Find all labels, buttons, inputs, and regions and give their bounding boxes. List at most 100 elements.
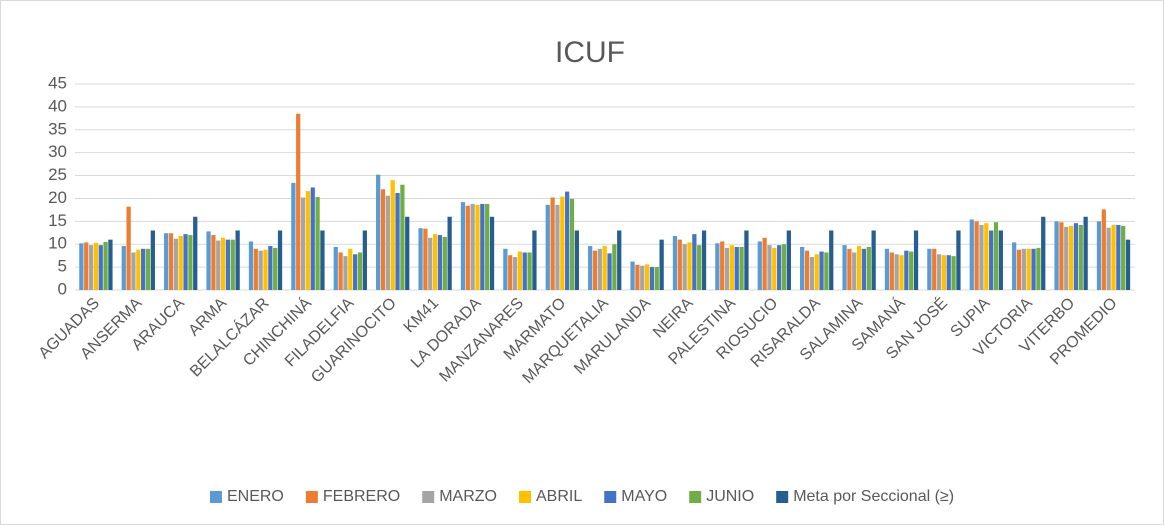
bar: [597, 248, 602, 290]
bar: [235, 230, 240, 290]
bar: [720, 241, 725, 290]
bar: [814, 254, 819, 290]
bar: [343, 256, 348, 290]
bar: [84, 242, 89, 290]
bar: [989, 230, 994, 290]
y-tick-label: 40: [48, 96, 67, 115]
bar: [305, 191, 311, 290]
y-tick-label: 20: [48, 188, 67, 207]
bar: [1036, 247, 1041, 290]
bar: [268, 246, 273, 290]
bar: [654, 267, 659, 290]
bar: [1054, 221, 1059, 290]
bar: [612, 244, 617, 290]
bar: [348, 248, 353, 290]
y-tick-label: 10: [48, 234, 67, 253]
bar: [819, 251, 824, 290]
bar: [211, 235, 216, 290]
bar: [141, 248, 146, 290]
bar: [640, 265, 645, 290]
y-tick-label: 30: [48, 142, 67, 161]
bar: [677, 239, 682, 290]
bar: [993, 222, 999, 290]
bar: [310, 187, 315, 290]
legend-swatch: [519, 491, 531, 503]
bar: [715, 243, 720, 290]
bar: [847, 248, 852, 290]
bar: [1068, 225, 1074, 290]
bar: [512, 257, 518, 290]
bar: [230, 239, 235, 290]
bar: [697, 245, 702, 290]
bar: [532, 230, 537, 290]
bar: [168, 233, 174, 290]
bar: [320, 230, 325, 290]
bar: [1064, 226, 1069, 290]
bar: [362, 230, 367, 290]
bar: [927, 248, 932, 290]
bar: [866, 246, 871, 290]
bar: [824, 252, 829, 290]
bar: [277, 230, 283, 290]
bar: [569, 198, 575, 290]
bar: [909, 251, 914, 290]
bar: [701, 230, 707, 290]
bar: [188, 235, 193, 290]
bar: [300, 197, 306, 290]
bar: [79, 243, 84, 290]
bar: [522, 252, 527, 290]
bar: [405, 216, 410, 290]
bar: [503, 248, 508, 290]
bar: [951, 256, 956, 290]
bar: [1096, 221, 1102, 290]
bar: [729, 245, 735, 290]
bar: [1031, 248, 1036, 290]
bar: [121, 246, 126, 290]
bar: [1073, 223, 1079, 290]
bar: [1078, 224, 1083, 290]
legend-label: ENERO: [227, 488, 284, 505]
bar: [809, 257, 814, 290]
bar: [762, 237, 767, 290]
bar: [527, 252, 532, 290]
bar: [385, 195, 390, 290]
bar: [220, 237, 226, 290]
bar: [108, 239, 113, 290]
bar: [545, 204, 550, 290]
bar: [969, 219, 974, 290]
bar: [913, 230, 919, 290]
bar: [376, 174, 381, 290]
bar: [88, 245, 94, 290]
bar: [998, 230, 1003, 290]
bar: [687, 242, 692, 290]
bar: [555, 204, 560, 290]
bar: [1125, 239, 1131, 290]
bar: [781, 244, 787, 290]
bar: [508, 255, 513, 290]
bar: [1012, 242, 1017, 290]
bar: [145, 248, 151, 290]
bar: [550, 197, 555, 290]
bar: [979, 224, 984, 290]
bar: [296, 113, 301, 290]
bar: [485, 203, 490, 290]
y-tick-label: 5: [58, 257, 67, 276]
legend-swatch: [305, 491, 318, 503]
bar: [692, 234, 697, 290]
bar: [974, 221, 979, 290]
legend-swatch: [209, 491, 222, 503]
bar: [602, 246, 607, 290]
bar: [489, 216, 495, 290]
bar: [744, 230, 749, 290]
bar: [786, 230, 791, 290]
legend-label: JUNIO: [706, 488, 754, 505]
bar: [682, 244, 687, 290]
bar: [432, 234, 438, 290]
bar: [871, 230, 876, 290]
legend-label: MARZO: [439, 488, 497, 505]
bar: [248, 241, 254, 290]
bar: [884, 248, 890, 290]
bar: [273, 247, 278, 290]
bar: [956, 230, 961, 290]
